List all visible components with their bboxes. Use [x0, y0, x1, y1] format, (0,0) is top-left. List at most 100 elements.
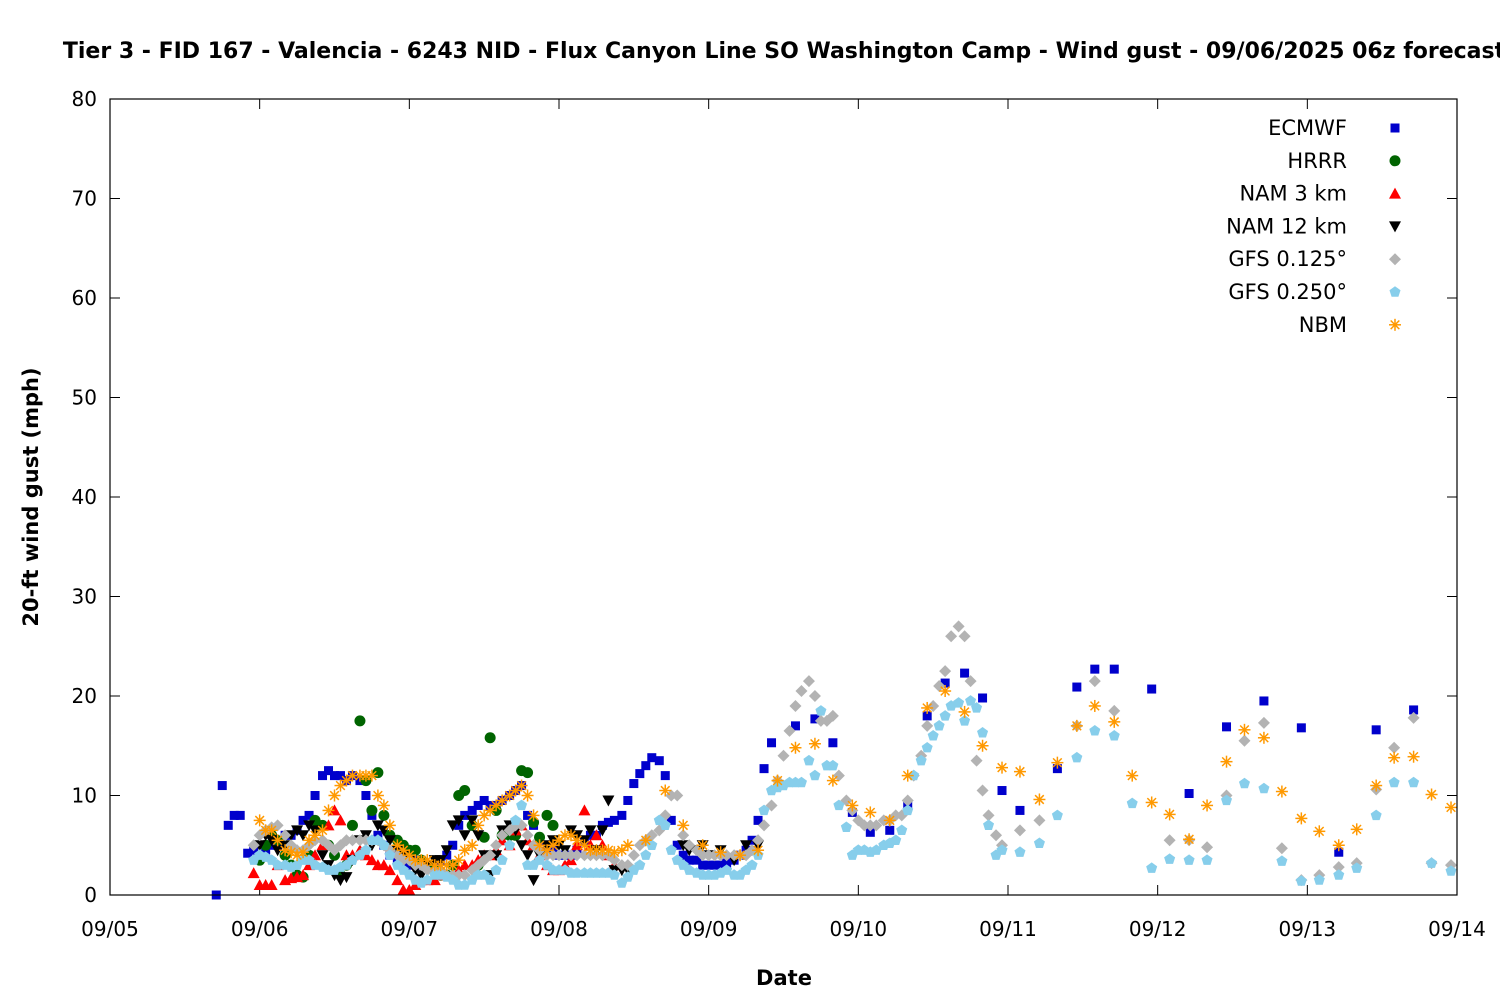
- data-point-nbm: [322, 804, 335, 817]
- legend-label-gfs-0-250: GFS 0.250°: [1228, 280, 1347, 304]
- data-point-ecmwf: [654, 756, 664, 766]
- data-point-hrrr: [528, 816, 540, 828]
- y-tick-label: 70: [72, 187, 97, 211]
- data-point-gfs-0-250: [902, 804, 914, 816]
- data-point-gfs-0-125: [826, 709, 839, 722]
- data-points: [211, 620, 1458, 900]
- data-point-ecmwf: [298, 815, 308, 825]
- data-point-gfs-0-125: [945, 630, 958, 643]
- data-point-gfs-0-125: [1332, 861, 1345, 874]
- data-point-nbm: [458, 844, 471, 857]
- data-point-nam-12-km: [472, 830, 485, 842]
- data-point-ecmwf: [1015, 805, 1025, 815]
- data-point-gfs-0-250: [795, 776, 807, 788]
- data-point-nbm: [734, 849, 747, 862]
- data-point-gfs-0-250: [571, 867, 583, 878]
- data-point-ecmwf: [617, 810, 627, 820]
- data-point-nbm: [752, 844, 765, 857]
- data-point-nam-12-km: [271, 845, 284, 857]
- data-point-nbm: [309, 829, 322, 842]
- data-point-nbm: [1370, 779, 1383, 792]
- data-point-nbm: [771, 774, 784, 787]
- data-point-nbm: [365, 769, 378, 782]
- data-point-gfs-0-250: [896, 824, 908, 836]
- x-tick-label: 09/11: [979, 917, 1037, 941]
- y-tick-label: 80: [72, 87, 97, 111]
- data-point-gfs-0-250: [1089, 725, 1101, 736]
- data-point-hrrr: [547, 819, 559, 831]
- data-point-hrrr: [541, 809, 553, 821]
- data-point-gfs-0-125: [627, 849, 640, 862]
- data-point-hrrr: [459, 785, 471, 797]
- data-point-gfs-0-250: [640, 849, 652, 860]
- data-point-gfs-0-125: [1013, 824, 1026, 837]
- data-point-ecmwf: [960, 668, 970, 678]
- data-point-nam-12-km: [596, 825, 609, 837]
- legend-label-nam-12-km: NAM 12 km: [1226, 214, 1347, 238]
- data-point-gfs-0-125: [570, 849, 583, 862]
- data-point-gfs-0-250: [484, 874, 496, 885]
- data-point-nam-12-km: [452, 815, 465, 827]
- data-point-nbm: [789, 741, 802, 754]
- data-point-gfs-0-250: [959, 715, 971, 726]
- data-point-nbm: [696, 839, 709, 852]
- y-tick-label: 40: [72, 485, 97, 509]
- data-point-gfs-0-125: [496, 829, 509, 842]
- data-point-nbm: [1220, 755, 1233, 768]
- data-point-ecmwf: [1334, 847, 1344, 857]
- data-point-gfs-0-250: [504, 839, 516, 850]
- data-point-gfs-0-250: [809, 769, 821, 781]
- data-point-nbm: [976, 739, 989, 752]
- x-tick-label: 09/07: [381, 917, 439, 941]
- data-point-gfs-0-250: [1370, 809, 1382, 821]
- data-point-nbm: [521, 789, 534, 802]
- data-point-ecmwf: [698, 860, 708, 870]
- data-point-nbm: [864, 806, 877, 819]
- data-point-gfs-0-125: [1275, 842, 1288, 855]
- data-point-gfs-0-125: [952, 620, 965, 633]
- data-point-nam-3-km: [578, 804, 591, 816]
- data-point-nbm: [639, 834, 652, 847]
- data-point-ecmwf: [678, 850, 688, 860]
- data-point-gfs-0-125: [783, 724, 796, 737]
- data-point-gfs-0-125: [1201, 841, 1214, 854]
- data-point-gfs-0-125: [970, 754, 983, 767]
- data-point-ecmwf: [1371, 725, 1381, 735]
- data-point-ecmwf: [940, 678, 950, 688]
- data-point-nbm: [316, 824, 329, 837]
- data-point-nam-12-km: [371, 820, 384, 832]
- data-point-ecmwf: [217, 781, 227, 791]
- data-point-nbm: [1163, 808, 1176, 821]
- data-point-ecmwf: [704, 860, 714, 870]
- data-point-gfs-0-250: [1201, 854, 1213, 865]
- data-point-nbm: [1238, 723, 1251, 736]
- data-point-nbm: [383, 819, 396, 832]
- data-point-gfs-0-125: [927, 699, 940, 712]
- data-point-gfs-0-125: [1257, 716, 1270, 729]
- legend-marker-gfs-0-125: [1389, 253, 1401, 266]
- data-point-ecmwf: [716, 860, 726, 870]
- data-point-ecmwf: [753, 815, 763, 825]
- data-point-gfs-0-250: [665, 844, 677, 855]
- data-point-nam-12-km: [446, 820, 459, 832]
- data-point-gfs-0-250: [1014, 846, 1026, 857]
- data-point-gfs-0-125: [901, 794, 914, 807]
- data-point-gfs-0-250: [634, 859, 646, 870]
- data-point-nam-12-km: [440, 845, 453, 857]
- data-point-gfs-0-250: [965, 695, 977, 706]
- data-point-gfs-0-250: [840, 821, 852, 833]
- data-point-gfs-0-125: [789, 699, 802, 712]
- data-point-gfs-0-125: [752, 834, 765, 847]
- data-point-ecmwf: [235, 810, 245, 820]
- data-point-gfs-0-125: [982, 809, 995, 822]
- data-point-nbm: [452, 854, 465, 867]
- data-point-nbm: [496, 794, 509, 807]
- data-point-nbm: [1407, 750, 1420, 763]
- data-point-nam-3-km: [391, 874, 404, 886]
- data-point-nam-12-km: [602, 795, 615, 807]
- data-point-gfs-0-250: [1351, 862, 1363, 873]
- data-point-ecmwf: [710, 860, 720, 870]
- data-point-gfs-0-125: [683, 839, 696, 852]
- data-point-gfs-0-125: [1388, 741, 1401, 754]
- data-point-gfs-0-125: [1407, 711, 1420, 724]
